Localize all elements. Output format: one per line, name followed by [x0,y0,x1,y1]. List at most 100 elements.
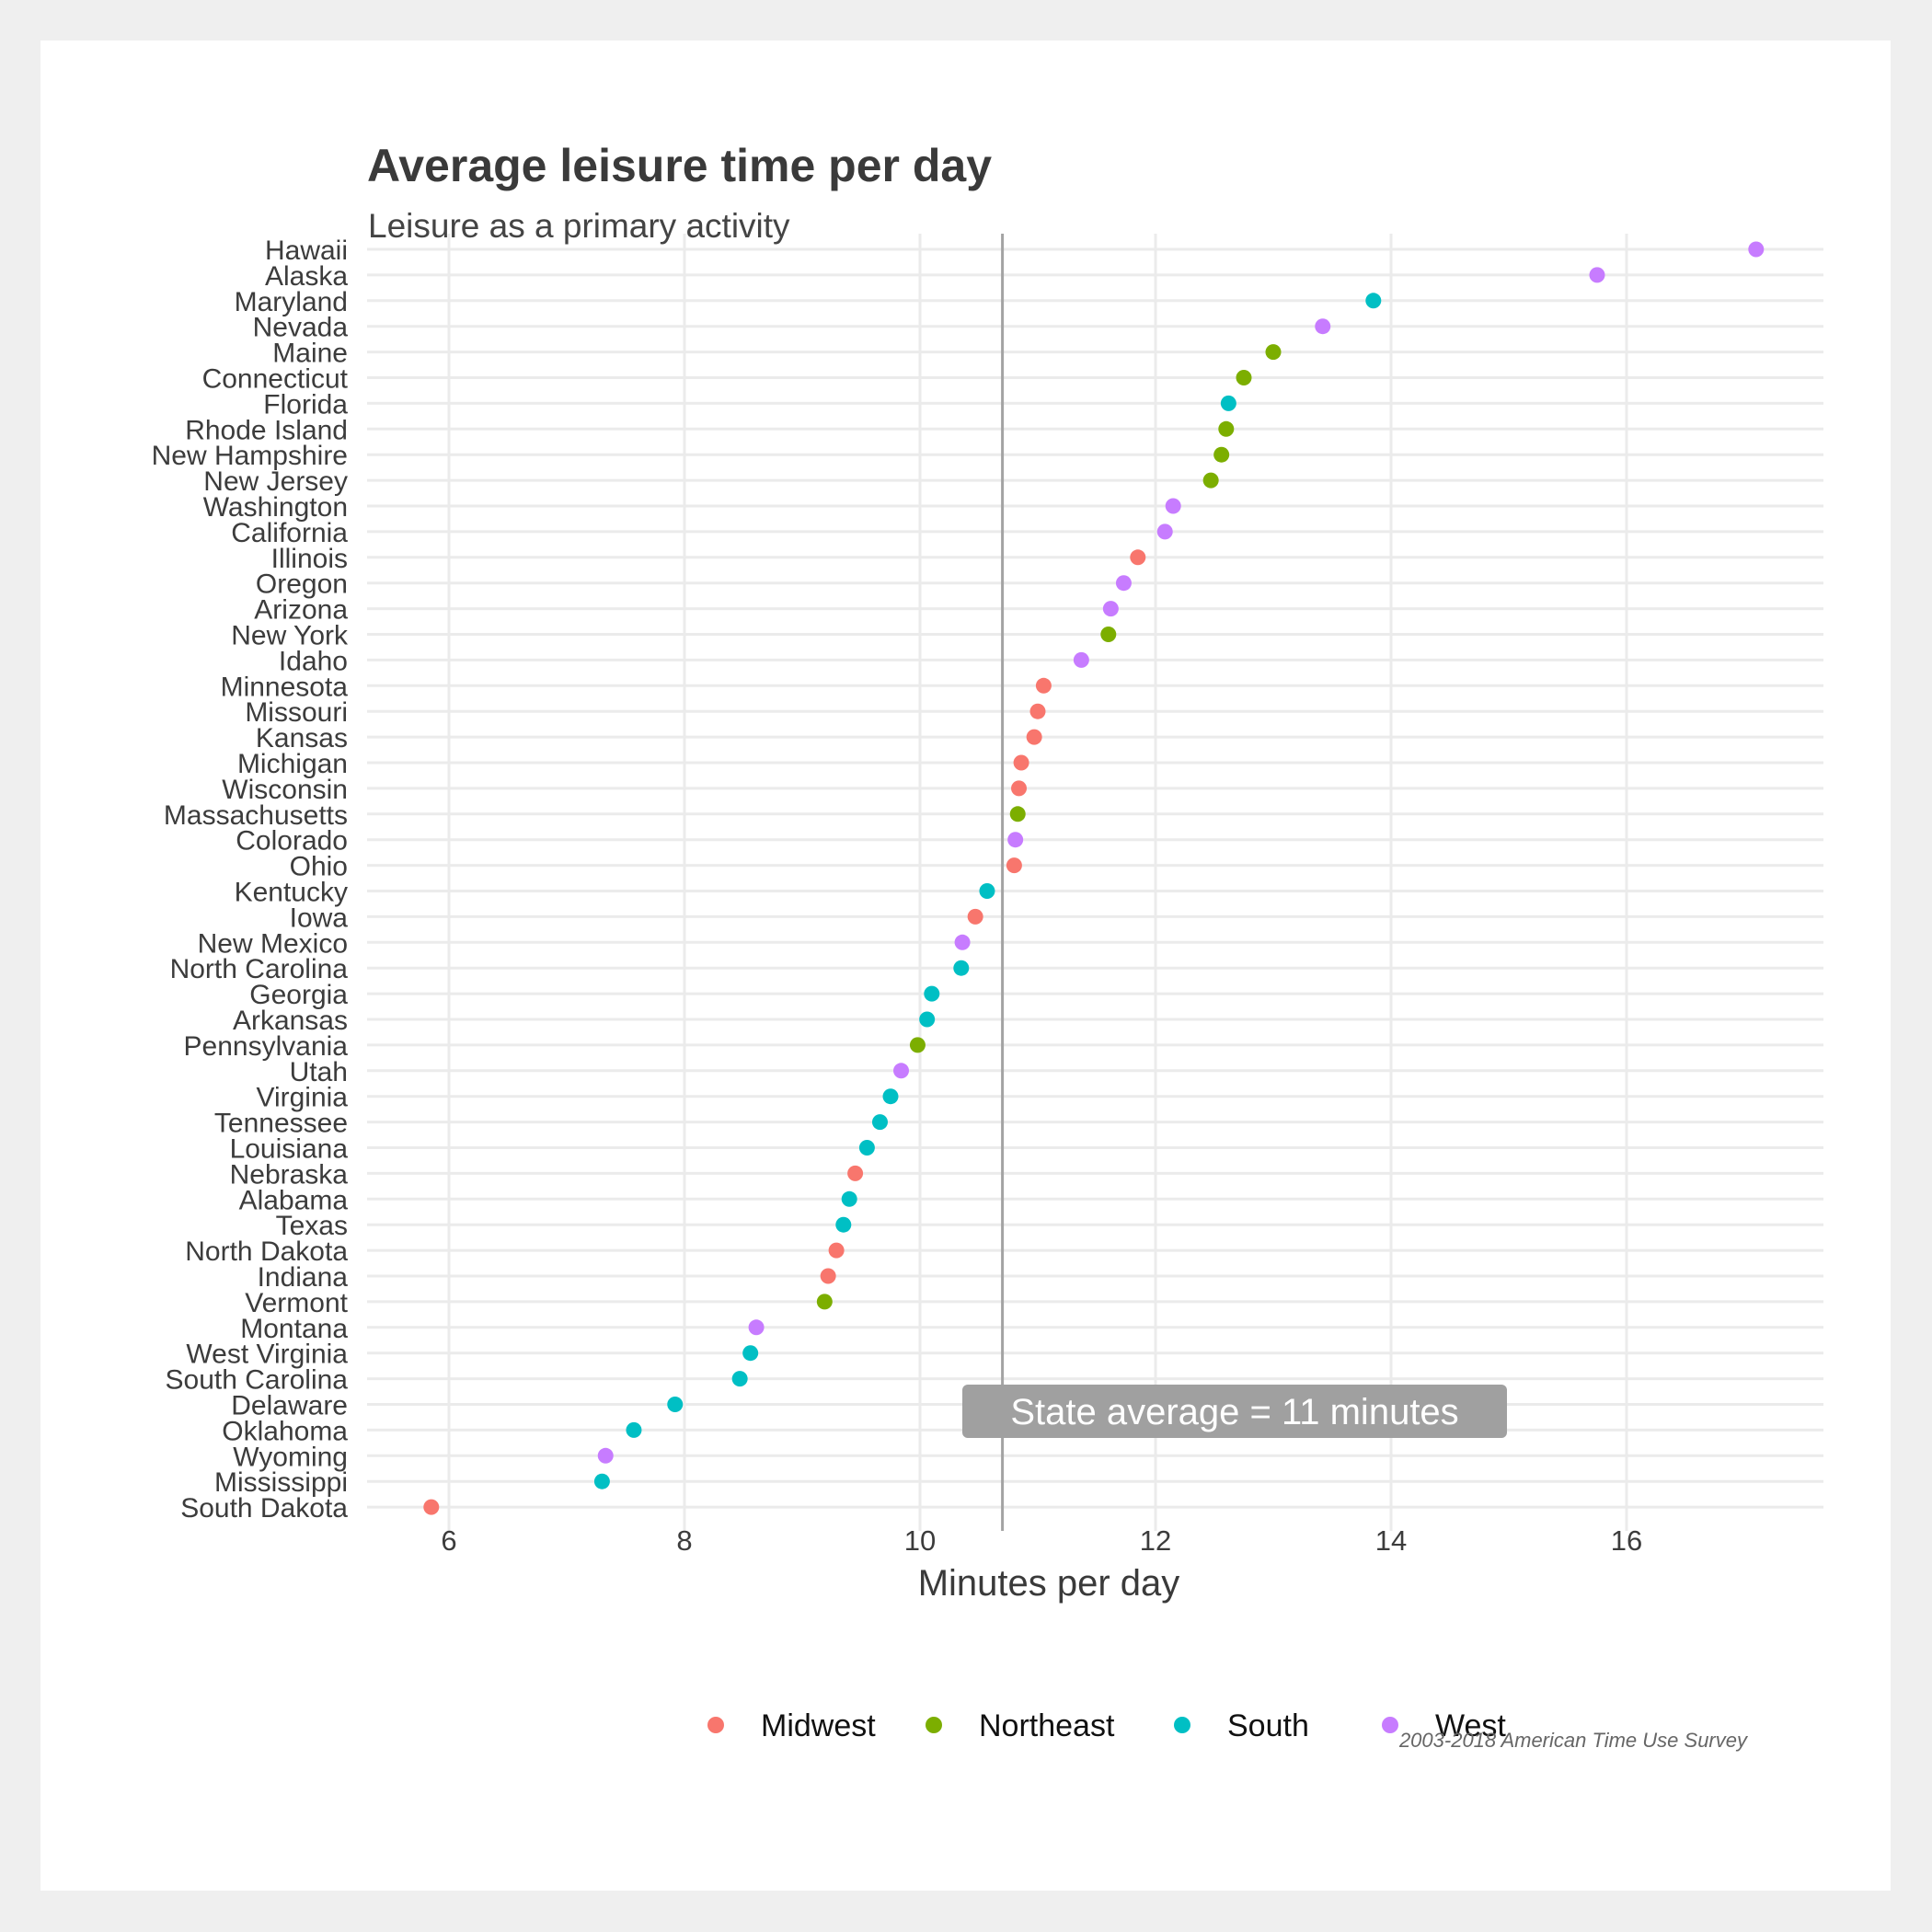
point-wisconsin [1011,780,1028,797]
state-average-annotation: State average = 11 minutes [962,1385,1507,1438]
state-label-montana: Montana [240,1314,348,1344]
legend-key-northeast [926,1717,942,1733]
x-tick-label-10: 10 [904,1524,936,1557]
state-label-wisconsin: Wisconsin [222,775,348,805]
chart-subtitle: Leisure as a primary activity [368,207,790,245]
state-label-minnesota: Minnesota [221,672,349,702]
point-alabama [841,1190,857,1207]
state-label-north-dakota: North Dakota [185,1236,348,1267]
state-label-south-dakota: South Dakota [180,1493,348,1524]
state-label-connecticut: Connecticut [202,364,349,395]
legend-label-northeast: Northeast [979,1708,1115,1743]
state-label-mississippi: Mississippi [214,1467,348,1498]
state-label-iowa: Iowa [290,903,349,933]
state-label-texas: Texas [276,1211,348,1241]
point-florida [1220,395,1236,411]
state-label-indiana: Indiana [258,1262,349,1293]
point-missouri [1029,703,1046,719]
point-nebraska [847,1165,864,1181]
point-arizona [1102,601,1119,617]
point-new-york [1100,627,1117,642]
point-west-virginia [742,1345,759,1362]
state-label-idaho: Idaho [279,646,348,676]
state-label-kentucky: Kentucky [235,878,348,908]
state-label-kansas: Kansas [256,723,348,753]
x-axis-title: Minutes per day [918,1563,1180,1604]
state-label-california: California [231,518,348,548]
point-tennessee [871,1114,888,1131]
state-label-new-hampshire: New Hampshire [152,441,348,471]
point-utah [893,1063,910,1079]
state-label-michigan: Michigan [237,749,348,779]
state-label-oregon: Oregon [256,569,348,600]
state-label-vermont: Vermont [245,1288,348,1318]
chart-card: Average leisure time per day Leisure as … [40,40,1891,1891]
state-label-south-carolina: South Carolina [166,1365,349,1396]
data-points [423,241,1765,1515]
state-label-nebraska: Nebraska [230,1159,349,1190]
point-wyoming [597,1447,614,1464]
state-label-pennsylvania: Pennsylvania [184,1031,349,1062]
state-label-louisiana: Louisiana [230,1134,349,1165]
state-label-arizona: Arizona [254,595,348,626]
state-average-label-box [962,1385,1507,1438]
x-tick-label-16: 16 [1611,1524,1642,1557]
point-delaware [667,1397,684,1412]
state-label-hawaii: Hawaii [265,236,348,266]
point-idaho [1073,651,1089,668]
legend: Midwest Northeast South West [707,1708,1506,1743]
state-label-alaska: Alaska [265,261,348,292]
point-new-mexico [954,934,971,950]
point-mississippi [593,1473,610,1489]
point-california [1156,523,1173,540]
legend-label-west: West [1435,1708,1506,1743]
state-label-georgia: Georgia [249,980,348,1010]
point-vermont [816,1294,833,1310]
state-label-north-carolina: North Carolina [170,954,349,984]
state-label-virginia: Virginia [256,1083,348,1113]
state-label-tennessee: Tennessee [214,1109,348,1139]
point-ohio [1006,857,1022,874]
legend-key-midwest [707,1717,724,1733]
state-label-alabama: Alabama [239,1185,349,1215]
point-new-hampshire [1213,446,1230,463]
state-label-ohio: Ohio [290,852,348,882]
x-tick-labels: 6 8 10 12 14 16 [441,1524,1642,1557]
point-kansas [1026,729,1042,745]
state-label-delaware: Delaware [231,1391,348,1421]
state-label-maine: Maine [272,339,348,369]
point-iowa [967,908,983,925]
point-michigan [1013,754,1029,771]
point-oregon [1115,575,1132,592]
x-tick-label-6: 6 [441,1524,456,1557]
point-pennsylvania [909,1037,926,1053]
point-colorado [1007,832,1024,848]
point-alaska [1589,267,1605,283]
point-north-dakota [828,1242,845,1259]
point-indiana [820,1268,836,1284]
point-illinois [1130,549,1146,566]
point-virginia [882,1088,899,1105]
point-hawaii [1748,241,1765,258]
point-montana [748,1319,765,1336]
point-kentucky [979,883,995,899]
vertical-gridlines [447,234,1628,1531]
state-label-wyoming: Wyoming [233,1442,348,1472]
state-labels: HawaiiAlaskaMarylandNevadaMaineConnectic… [152,236,349,1524]
chart-title: Average leisure time per day [367,140,992,191]
point-maine [1265,344,1282,361]
x-tick-label-12: 12 [1140,1524,1171,1557]
state-average-label: State average = 11 minutes [1010,1392,1458,1432]
state-label-new-jersey: New Jersey [203,466,348,497]
point-maryland [1365,293,1382,309]
horizontal-gridlines [367,247,1823,1509]
state-label-west-virginia: West Virginia [186,1340,348,1370]
state-label-nevada: Nevada [253,313,349,343]
state-label-oklahoma: Oklahoma [222,1416,348,1446]
point-south-carolina [731,1371,748,1387]
point-massachusetts [1009,806,1026,822]
state-label-florida: Florida [263,389,348,420]
point-nevada [1315,318,1331,335]
point-south-dakota [423,1499,440,1515]
caption: 2003-2018 American Time Use Survey [1398,1729,1749,1752]
